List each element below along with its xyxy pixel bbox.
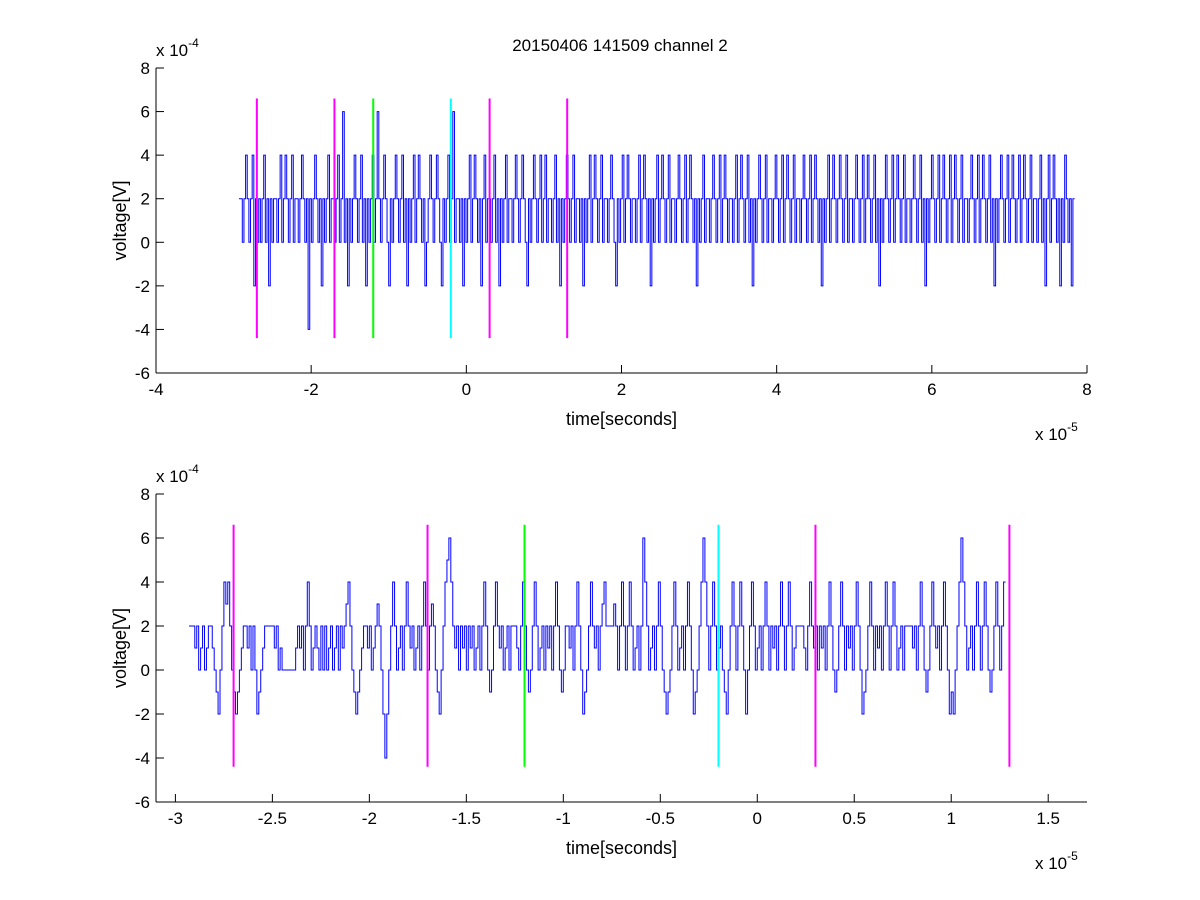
figure-title: 20150406 141509 channel 2 <box>512 36 728 55</box>
y-tick-label: 2 <box>141 190 150 209</box>
x-multiplier: x 10-5 <box>1035 420 1078 444</box>
y-tick-label: -2 <box>135 705 150 724</box>
y-tick-label: -6 <box>135 793 150 812</box>
top-plot: -4 -2 0 2 4 6 8-6-4-202468time[seconds]voltage… <box>110 36 1092 444</box>
y-tick-label: 6 <box>141 529 150 548</box>
y-tick-label: -2 <box>135 277 150 296</box>
y-multiplier: x 10-4 <box>156 36 199 60</box>
x-tick-label: -1.5 <box>452 809 481 828</box>
y-tick-label: 0 <box>141 233 150 252</box>
series-line <box>239 111 1075 330</box>
x-tick-label: -2 <box>362 809 377 828</box>
x-tick-label: -2 <box>304 380 319 399</box>
x-tick-label: -0.5 <box>646 809 675 828</box>
x-tick-label: 0 <box>753 809 762 828</box>
y-tick-label: -4 <box>135 320 150 339</box>
x-tick-label: 1 <box>946 809 955 828</box>
y-axis-label: voltage[V] <box>110 180 130 260</box>
series-line <box>188 537 1006 759</box>
x-tick-label: -2.5 <box>258 809 287 828</box>
x-axis-label: time[seconds] <box>566 409 677 429</box>
x-tick-label: -1 <box>556 809 571 828</box>
y-tick-label: -4 <box>135 749 150 768</box>
x-axis-label: time[seconds] <box>566 838 677 858</box>
x-tick-label: 1.5 <box>1036 809 1060 828</box>
x-multiplier: x 10-5 <box>1035 849 1078 873</box>
x-tick-label: -4 <box>148 380 163 399</box>
bottom-plot: -3 -2.5 -2 -1.5 -1 -0.5 0 0.5 1 1.5 -6 -4 -2 0 2 4 6 8 tim… <box>110 462 1087 873</box>
x-tick-label: 8 <box>1082 380 1091 399</box>
x-tick-label: 4 <box>772 380 781 399</box>
y-tick-label: 8 <box>141 59 150 78</box>
x-tick-label: 0.5 <box>842 809 866 828</box>
y-tick-label: 4 <box>141 573 150 592</box>
x-tick-label: 2 <box>617 380 626 399</box>
x-tick-label: 6 <box>927 380 936 399</box>
y-tick-label: 0 <box>141 661 150 680</box>
y-tick-label: 4 <box>141 146 150 165</box>
y-axis-label: voltage[V] <box>110 608 130 688</box>
y-tick-label: 2 <box>141 617 150 636</box>
y-tick-label: 6 <box>141 103 150 122</box>
x-tick-label: -3 <box>168 809 183 828</box>
y-multiplier: x 10-4 <box>156 462 199 486</box>
x-tick-label: 0 <box>462 380 471 399</box>
y-tick-label: -6 <box>135 364 150 383</box>
y-tick-label: 8 <box>141 485 150 504</box>
